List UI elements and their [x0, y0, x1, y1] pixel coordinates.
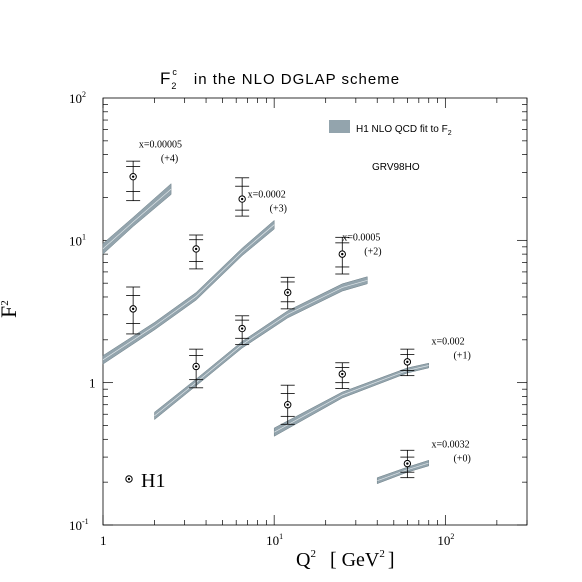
point-dot	[194, 247, 198, 251]
fit-band-center-1	[102, 224, 275, 361]
axis-ticks	[102, 98, 528, 526]
xlabel-unit-end: ]	[388, 549, 395, 571]
point-dot	[194, 365, 198, 368]
point-dot	[406, 360, 409, 364]
point-dot	[406, 462, 409, 465]
y-tick-label: 10-1	[69, 517, 89, 533]
series-label: x=0.0002	[248, 189, 286, 200]
point-dot	[240, 327, 244, 330]
legend-pdf-label: GRV98HO	[372, 162, 420, 173]
xlabel-unit-sup: 2	[379, 548, 385, 560]
series-offset-label: (+3)	[270, 203, 287, 214]
legend-points-label: H1	[141, 470, 165, 492]
series-offset-label: (+0)	[453, 454, 470, 465]
y-tick-label: 101	[69, 232, 86, 248]
series-offset-label: (+4)	[161, 153, 178, 164]
xlabel-sup: 2	[310, 548, 316, 560]
data-points	[126, 160, 415, 479]
title-rest: in the NLO DGLAP scheme	[194, 71, 400, 88]
axis-tick-labels: 1 101 102 10-1 1 101 102	[69, 90, 454, 548]
data-point	[126, 160, 141, 202]
svg-text:H1 NLO QCD fit to F2: H1 NLO QCD fit to F2	[356, 124, 452, 137]
series-label: x=0.0032	[431, 440, 469, 451]
point-dot	[286, 291, 289, 294]
data-point	[280, 276, 295, 310]
fit-band-1	[102, 219, 275, 365]
title-sup: c	[172, 67, 178, 77]
fit-band-center-3	[274, 365, 429, 433]
fit-band-3	[273, 362, 429, 437]
data-point	[235, 315, 250, 346]
legend-points-entry: H1	[125, 470, 165, 492]
series-offset-label: (+2)	[364, 246, 381, 257]
fit-bands	[102, 183, 429, 485]
data-point	[126, 286, 141, 335]
series-label: x=0.002	[431, 337, 464, 348]
data-point	[189, 348, 204, 389]
x-tick-label: 102	[437, 532, 454, 548]
ylabel-main: F	[0, 306, 21, 318]
y-tick-label: 1	[89, 376, 96, 391]
ylabel-sub: 2	[0, 300, 11, 306]
series-labels: x=0.00005 (+4) x=0.0002 (+3) x=0.0005 (+2) x=0…	[139, 139, 471, 464]
x-tick-label: 1	[100, 533, 107, 548]
y-tick-label: 102	[69, 90, 86, 106]
chart-title: F2 c in the NLO DGLAP scheme	[160, 67, 400, 91]
xlabel-main: Q	[296, 549, 311, 571]
title-main: F	[160, 69, 171, 88]
legend-point-marker	[125, 475, 133, 483]
legend-band-entry: H1 NLO QCD fit to F2	[329, 120, 452, 137]
plot-frame	[102, 97, 528, 526]
point-dot	[341, 252, 344, 256]
legend-band-swatch	[329, 120, 350, 133]
fit-band-center-0	[102, 188, 172, 250]
point-dot	[131, 307, 135, 311]
point-dot	[131, 175, 135, 178]
point-dot	[341, 372, 344, 376]
data-point	[235, 177, 250, 217]
point-dot	[286, 403, 289, 406]
data-point	[335, 236, 350, 275]
series-label: x=0.00005	[139, 139, 182, 150]
x-tick-label: 101	[266, 532, 283, 548]
y-axis-label: F2c	[0, 300, 21, 318]
legend-band-sub: 2	[448, 130, 452, 137]
x-axis-label: Q2[ GeV2]	[296, 548, 395, 571]
data-point	[189, 234, 204, 270]
title-sub: 2	[171, 81, 177, 91]
legend-band-label: H1 NLO QCD fit to F	[356, 124, 448, 135]
data-point	[335, 362, 350, 389]
point-dot	[240, 197, 244, 201]
data-point	[400, 449, 415, 479]
data-point	[400, 348, 415, 377]
xlabel-unit: [ GeV	[330, 549, 380, 571]
series-offset-label: (+1)	[453, 351, 470, 362]
data-point	[280, 384, 295, 425]
series-label: x=0.0005	[342, 232, 380, 243]
